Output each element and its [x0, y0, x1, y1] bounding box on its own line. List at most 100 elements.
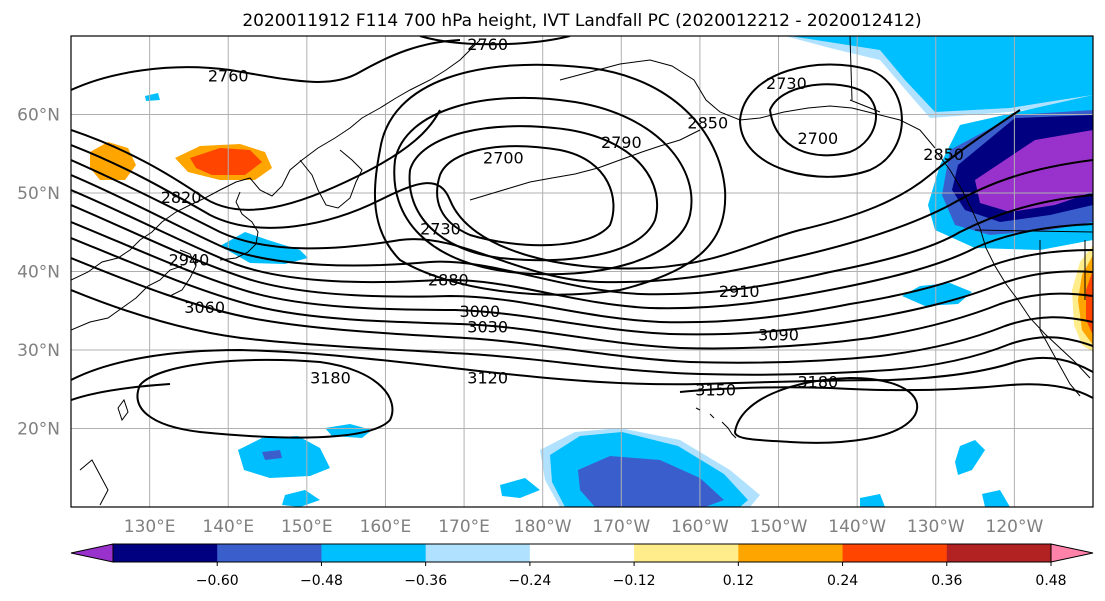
colorbar-segment	[529, 544, 635, 562]
colorbar-tick-label: 0.36	[931, 573, 962, 589]
contour-label: 3120	[467, 368, 508, 387]
contour-2820	[71, 109, 441, 211]
coast-alaska	[559, 59, 936, 149]
contour-2970	[71, 204, 1093, 324]
latitude-ticks: 20°N 30°N 40°N 50°N 60°N	[17, 106, 60, 440]
contour-2760-central	[393, 96, 693, 276]
ivt-fill-deepsky-tropic7	[982, 490, 1010, 507]
lon-tick-label: 150°W	[750, 517, 808, 537]
lon-tick-label: 150°E	[281, 517, 333, 537]
contour-3120	[71, 348, 1093, 386]
contour-3090	[71, 289, 1093, 376]
coast-hawaii	[695, 407, 737, 439]
coast-asia	[71, 39, 481, 281]
colorbar-tick-label: 0.24	[827, 573, 858, 589]
lat-tick-label: 20°N	[17, 420, 60, 440]
map-frame	[70, 35, 1094, 508]
lat-tick-label: 50°N	[17, 184, 60, 204]
contour-label: 3030	[467, 317, 508, 336]
colorbar-tick-label: −0.48	[300, 573, 343, 589]
map-title: 2020011912 F114 700 hPa height, IVT Land…	[242, 11, 921, 31]
contour-label: 2850	[687, 113, 728, 132]
colorbar-segment	[425, 544, 531, 562]
contour-label: 3180	[797, 372, 838, 391]
contour-label: 2790	[601, 133, 642, 152]
contour-2730-gulf	[738, 63, 903, 178]
contour-label: 2760	[467, 35, 508, 54]
coast-aleutians	[469, 129, 701, 201]
colorbar: −0.60 −0.48 −0.36 −0.24 −0.12 0.12 0.24 0.36 0.4…	[70, 543, 1094, 589]
ivt-fill-red-okhotsk	[190, 148, 262, 175]
colorbar-segment	[738, 544, 844, 562]
lon-tick-label: 130°E	[124, 517, 176, 537]
lon-tick-label: 140°W	[828, 517, 886, 537]
lon-tick-label: 170°E	[438, 517, 490, 537]
height-contours	[71, 36, 1093, 444]
contour-label: 3150	[695, 380, 736, 399]
lon-tick-label: 130°W	[907, 517, 965, 537]
lon-tick-label: 140°E	[202, 517, 254, 537]
lon-tick-label: 170°W	[592, 517, 650, 537]
contour-2760-top	[419, 36, 571, 46]
lat-tick-label: 40°N	[17, 263, 60, 283]
contour-2760-north	[71, 39, 461, 91]
contour-label: 3060	[184, 298, 225, 317]
ivt-fill-deepsky-tropic9	[145, 93, 160, 101]
colorbar-segment	[321, 544, 427, 562]
lat-tick-label: 60°N	[17, 106, 60, 126]
contour-2940	[71, 189, 1093, 310]
colorbar-tick-label: −0.36	[404, 573, 447, 589]
contour-3180-west	[136, 358, 394, 439]
lon-tick-label: 160°E	[360, 517, 412, 537]
contour-3030	[71, 237, 1093, 350]
ivt-fill-blue-tropic1	[262, 450, 282, 460]
lon-tick-label: 160°W	[671, 517, 729, 537]
colorbar-tick-label: −0.60	[196, 573, 239, 589]
colorbar-tick-label: 0.48	[1035, 573, 1066, 589]
ivt-fill-blue-tropic4	[578, 456, 724, 507]
coast-na-west	[934, 149, 1091, 379]
coast-philippines	[79, 459, 109, 506]
ivt-fill-deepsky-tropic5	[500, 478, 540, 498]
contour-label: 2850	[923, 145, 964, 164]
contour-2880	[71, 159, 1093, 284]
contour-label: 2730	[766, 74, 807, 93]
colorbar-extend-low	[70, 543, 114, 563]
contour-2700-central	[436, 145, 615, 247]
coast-china	[71, 265, 183, 331]
colorbar-tick-label: −0.24	[508, 573, 551, 589]
contour-label: 3180	[310, 368, 351, 387]
contour-3000	[71, 221, 1093, 336]
longitude-ticks: 130°E 140°E 150°E 160°E 170°E 180°W 170°W 160°W…	[124, 517, 1044, 537]
ivt-fill-deepsky-north	[790, 36, 1093, 112]
ivt-fill-deepsky-tropic6	[860, 494, 885, 507]
contour-2790-central	[373, 63, 727, 296]
contour-label: 3000	[459, 302, 500, 321]
lon-tick-label: 180°W	[514, 517, 572, 537]
ivt-fill-red-baja	[1086, 270, 1093, 335]
contour-3180-east	[733, 376, 919, 444]
contour-label: 2730	[420, 219, 461, 238]
colorbar-segment	[946, 544, 1052, 562]
ivt-fill-deepsky-tropic2	[325, 424, 372, 438]
coast-japan	[219, 191, 259, 261]
contour-2910	[71, 174, 1093, 296]
contour-label: 2910	[719, 282, 760, 301]
colorbar-tick-label: −0.12	[613, 573, 656, 589]
contour-label: 2700	[483, 149, 524, 168]
colorbar-segment	[113, 544, 218, 562]
coast-kamchatka	[299, 149, 363, 209]
contour-3060	[71, 257, 1093, 364]
contour-label: 2880	[428, 270, 469, 289]
contour-labels: 2760 2760 2730 2850 2700 2790 2700 2850 2820 2730…	[161, 35, 964, 399]
colorbar-segment	[217, 544, 322, 562]
contour-label: 2760	[208, 66, 249, 85]
contour-label: 2820	[161, 188, 202, 207]
coast-baja	[1039, 329, 1081, 397]
colorbar-segment	[842, 544, 948, 562]
contour-2700-gulf	[768, 83, 877, 157]
contour-label: 2700	[797, 129, 838, 148]
lon-tick-label: 120°W	[986, 517, 1044, 537]
colorbar-outline	[112, 543, 1052, 563]
